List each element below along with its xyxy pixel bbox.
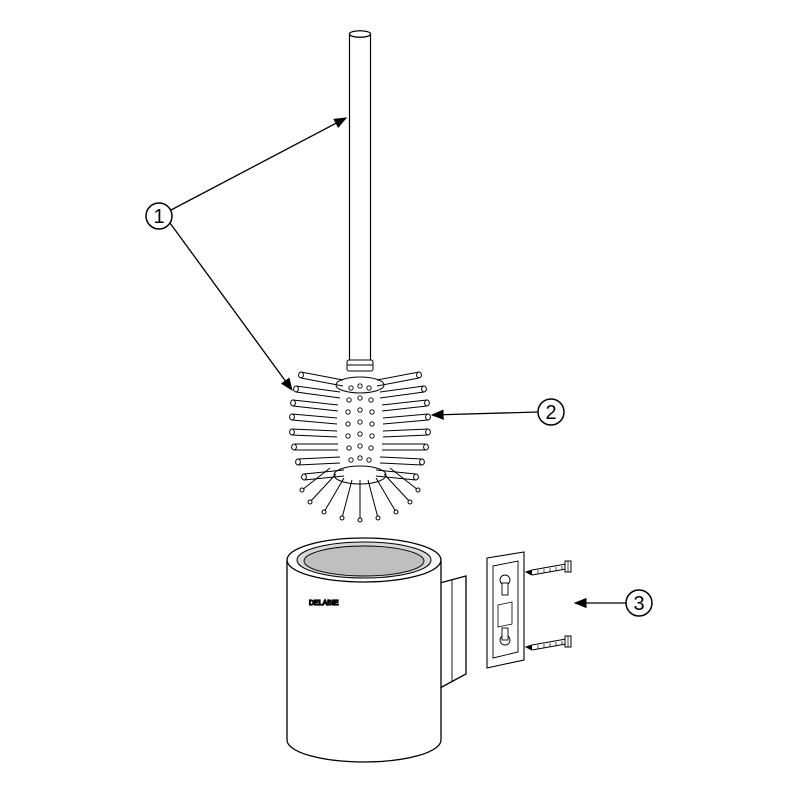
callout-1-label: 1 xyxy=(153,206,164,228)
callout-2: 2 xyxy=(538,399,564,425)
brush-handle xyxy=(350,31,371,362)
brand-label: DELABIE xyxy=(309,600,339,607)
callout-1: 1 xyxy=(146,203,172,229)
callout-3-label: 3 xyxy=(633,593,644,615)
holder-cup: DELABIE xyxy=(287,538,466,762)
callout-leaders xyxy=(170,118,626,603)
screw-top xyxy=(526,561,571,575)
brush-head xyxy=(290,360,431,522)
screw-bottom xyxy=(526,636,571,650)
callout-2-label: 2 xyxy=(545,402,556,424)
mounting-bracket xyxy=(487,552,571,668)
callout-3: 3 xyxy=(626,590,652,616)
exploded-diagram: DELABIE xyxy=(0,0,800,800)
